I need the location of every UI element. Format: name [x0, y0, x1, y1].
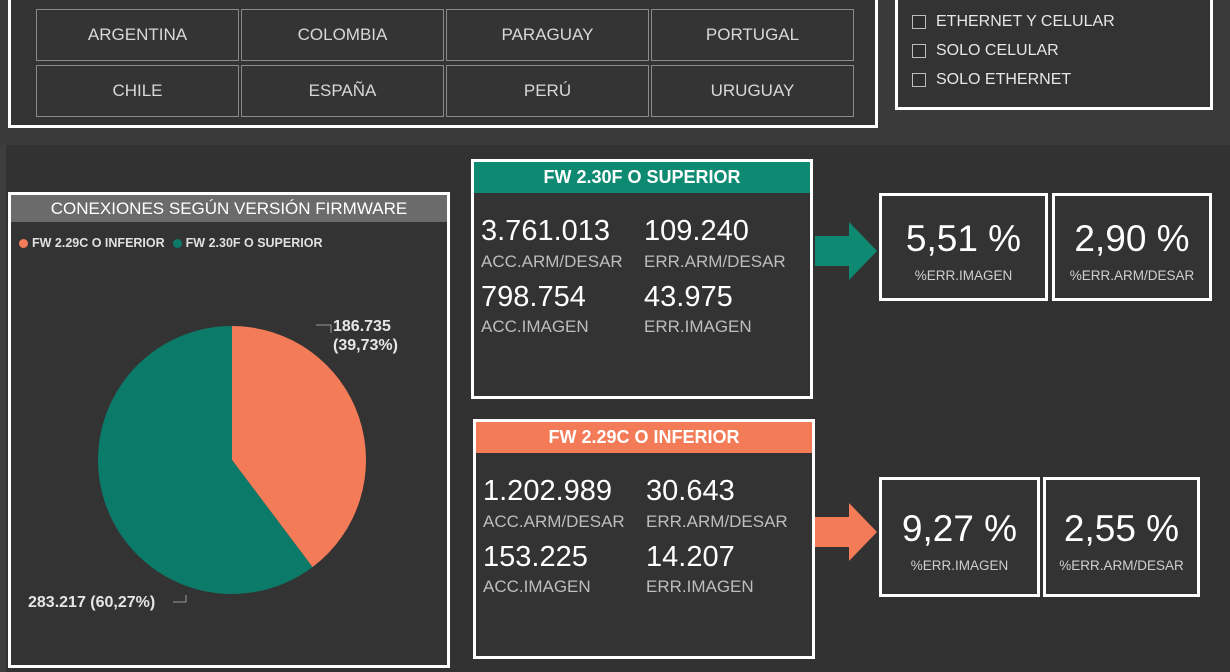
pie-slice-superior[interactable]	[98, 326, 313, 594]
option-ethernet-y-celular[interactable]: ETHERNET Y CELULAR	[912, 12, 1115, 32]
pct-label: %ERR.IMAGEN	[914, 268, 1013, 283]
option-label: ETHERNET Y CELULAR	[936, 13, 1115, 30]
err-img-value: 14.207	[646, 541, 735, 573]
fw-inferior-card: FW 2.29C O INFERIOR 1.202.989 ACC.ARM/DE…	[473, 419, 815, 659]
leader-line-superior	[173, 595, 187, 603]
acc-img-value: 153.225	[483, 541, 588, 573]
country-portugal-button[interactable]: PORTUGAL	[651, 9, 854, 61]
checkbox[interactable]	[912, 44, 926, 58]
arrow-right-icon	[815, 222, 877, 280]
fw-superior-header: FW 2.30F O SUPERIOR	[474, 162, 810, 193]
pie-legend: FW 2.29C O INFERIOR FW 2.30F O SUPERIOR	[19, 236, 323, 250]
option-label: SOLO CELULAR	[936, 42, 1059, 59]
err-img-value: 43.975	[644, 281, 733, 313]
data-label-value: 186.735	[333, 318, 391, 335]
acc-arm-label: ACC.ARM/DESAR	[483, 512, 625, 531]
pct-value: 2,55 %	[1063, 508, 1180, 549]
acc-img-value: 798.754	[481, 281, 586, 313]
err-arm-value: 30.643	[646, 475, 735, 507]
pct-err-imagen-superior: 5,51 % %ERR.IMAGEN	[879, 193, 1048, 301]
country-slicer: ARGENTINA COLOMBIA PARAGUAY PORTUGAL CHI…	[8, 0, 878, 128]
acc-img-label: ACC.IMAGEN	[483, 577, 591, 596]
err-arm-label: ERR.ARM/DESAR	[644, 252, 786, 271]
acc-arm-value: 1.202.989	[483, 475, 613, 507]
pct-value: 5,51 %	[905, 218, 1022, 259]
legend-dot-icon	[172, 238, 182, 248]
legend-item-superior[interactable]: FW 2.30F O SUPERIOR	[172, 236, 323, 250]
pct-label: %ERR.ARM/DESAR	[1069, 268, 1195, 283]
acc-arm-value: 3.761.013	[481, 215, 611, 247]
pct-err-arm-inferior: 2,55 % %ERR.ARM/DESAR	[1043, 477, 1200, 597]
legend-item-inferior[interactable]: FW 2.29C O INFERIOR	[19, 236, 165, 250]
pie-slice-inferior[interactable]	[232, 326, 366, 568]
err-img-label: ERR.IMAGEN	[646, 577, 754, 596]
country-peru-button[interactable]: PERÚ	[446, 65, 649, 117]
err-arm-label: ERR.ARM/DESAR	[646, 512, 788, 531]
checkbox[interactable]	[912, 15, 926, 29]
acc-img-label: ACC.IMAGEN	[481, 317, 589, 336]
option-label: SOLO ETHERNET	[936, 71, 1072, 88]
pie-title: CONEXIONES SEGÚN VERSIÓN FIRMWARE	[11, 195, 447, 222]
pct-err-arm-superior: 2,90 % %ERR.ARM/DESAR	[1052, 193, 1212, 301]
pct-value: 9,27 %	[901, 508, 1018, 549]
err-img-label: ERR.IMAGEN	[644, 317, 752, 336]
data-label-pct: (39,73%)	[333, 337, 398, 354]
fw-superior-card: FW 2.30F O SUPERIOR 3.761.013 ACC.ARM/DE…	[471, 159, 813, 399]
pct-label: %ERR.IMAGEN	[910, 558, 1009, 573]
firmware-pie-panel: CONEXIONES SEGÚN VERSIÓN FIRMWARE FW 2.2…	[8, 192, 450, 668]
pct-label: %ERR.ARM/DESAR	[1059, 558, 1184, 573]
option-solo-celular[interactable]: SOLO CELULAR	[912, 41, 1059, 61]
legend-dot-icon	[19, 238, 28, 248]
country-argentina-button[interactable]: ARGENTINA	[36, 9, 239, 61]
data-label-inferior: 186.735 (39,73%)	[333, 317, 398, 355]
data-label-superior: 283.217 (60,27%)	[28, 594, 156, 611]
country-colombia-button[interactable]: COLOMBIA	[241, 9, 444, 61]
acc-arm-label: ACC.ARM/DESAR	[481, 252, 623, 271]
country-espana-button[interactable]: ESPAÑA	[241, 65, 444, 117]
legend-label: FW 2.30F O SUPERIOR	[185, 236, 323, 250]
left-edge	[0, 145, 6, 672]
legend-label: FW 2.29C O INFERIOR	[32, 236, 165, 250]
leader-line-inferior	[316, 324, 332, 333]
country-chile-button[interactable]: CHILE	[36, 65, 239, 117]
err-arm-value: 109.240	[644, 215, 749, 247]
connection-slicer: ETHERNET Y CELULAR SOLO CELULAR SOLO ETH…	[895, 0, 1213, 110]
checkbox[interactable]	[912, 73, 926, 87]
pct-value: 2,90 %	[1074, 218, 1190, 259]
pct-err-imagen-inferior: 9,27 % %ERR.IMAGEN	[879, 477, 1040, 597]
country-uruguay-button[interactable]: URUGUAY	[651, 65, 854, 117]
option-solo-ethernet[interactable]: SOLO ETHERNET	[912, 70, 1071, 90]
arrow-right-icon	[815, 503, 877, 561]
fw-inferior-header: FW 2.29C O INFERIOR	[476, 422, 812, 453]
pie-chart	[98, 324, 366, 603]
country-paraguay-button[interactable]: PARAGUAY	[446, 9, 649, 61]
